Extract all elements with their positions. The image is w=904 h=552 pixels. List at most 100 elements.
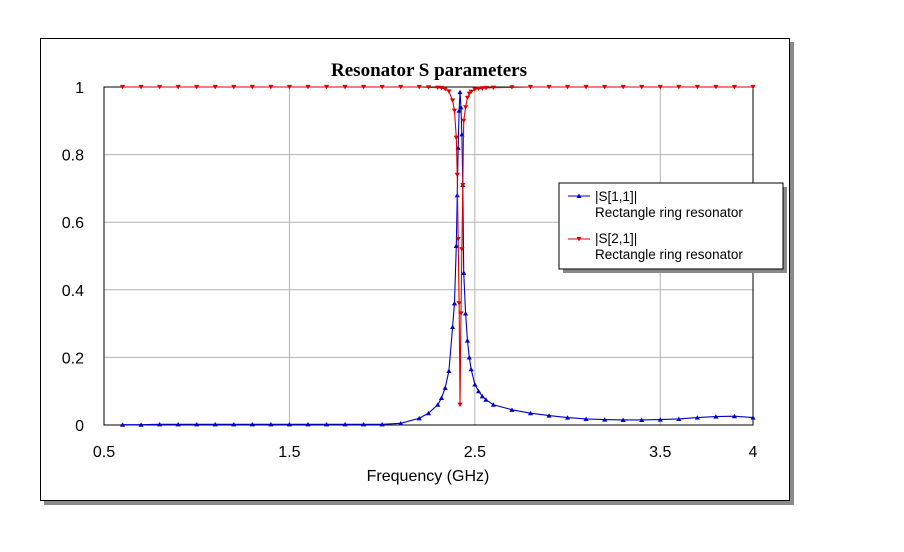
series-s11-point-50 bbox=[657, 417, 663, 422]
series-s21-point-53 bbox=[713, 84, 719, 90]
series-s21-point-45 bbox=[564, 84, 571, 90]
series-s21-point-25 bbox=[454, 172, 460, 178]
series-s21-point-24 bbox=[453, 135, 459, 141]
x-tick-label-0: 0.5 bbox=[93, 444, 115, 461]
series-s11-point-54 bbox=[731, 413, 738, 419]
series-s21-point-15 bbox=[398, 84, 404, 90]
series-s11-point-22 bbox=[450, 324, 456, 330]
series-s11-point-39 bbox=[479, 393, 485, 399]
x-tick-label-2: 2.5 bbox=[464, 444, 486, 461]
series-s21-point-12 bbox=[342, 84, 348, 90]
series-s11-point-20 bbox=[442, 385, 448, 390]
series-s11-point-19 bbox=[438, 395, 445, 401]
series-s11-point-40 bbox=[483, 397, 489, 402]
y-tick-label-0: 0 bbox=[75, 418, 84, 435]
series-s11-point-41 bbox=[490, 402, 496, 407]
x-tick-label-4: 4 bbox=[749, 444, 758, 461]
series-s11-point-14 bbox=[379, 421, 385, 427]
series-s21-point-11 bbox=[323, 84, 330, 90]
series-s11-point-7 bbox=[249, 421, 255, 427]
series-s11-point-28 bbox=[457, 89, 463, 95]
series-s11-point-35 bbox=[466, 355, 472, 360]
series-s21-point-29 bbox=[458, 311, 464, 316]
series-s11-point-51 bbox=[676, 416, 682, 421]
series-s11-point-11 bbox=[323, 421, 330, 427]
series-s21-point-36 bbox=[468, 89, 474, 95]
series-s21-point-22 bbox=[450, 98, 456, 103]
series-s11-point-37 bbox=[472, 382, 478, 387]
series-s11-point-33 bbox=[462, 311, 469, 316]
series-s21-point-32 bbox=[461, 118, 467, 124]
series-s11-point-38 bbox=[475, 388, 482, 394]
y-tick-label-1: 0.2 bbox=[62, 350, 84, 367]
series-s11-point-55 bbox=[750, 415, 756, 420]
series-s11-point-49 bbox=[639, 417, 645, 423]
series-s21-point-34 bbox=[464, 95, 471, 101]
series-s21-point-10 bbox=[305, 84, 311, 90]
series-s21-point-47 bbox=[602, 84, 608, 90]
series-s21-point-13 bbox=[361, 84, 367, 90]
series-s21-point-55 bbox=[750, 84, 756, 90]
legend-s21-subtitle: Rectangle ring resonator bbox=[595, 247, 743, 262]
series-s11-point-0 bbox=[119, 422, 126, 427]
series-s21-point-0 bbox=[119, 84, 126, 90]
series-s11-line bbox=[122, 92, 754, 426]
series-s21-point-17 bbox=[425, 85, 432, 90]
series-s21-point-41 bbox=[490, 85, 496, 91]
series-s21-point-18 bbox=[435, 85, 441, 91]
series-s11-point-2 bbox=[157, 421, 163, 427]
series-s21-point-26 bbox=[455, 237, 461, 242]
legend-s11-subtitle: Rectangle ring resonator bbox=[595, 205, 743, 220]
series-s21-point-6 bbox=[231, 84, 237, 90]
series-s11-point-52 bbox=[694, 415, 700, 420]
legend: |S[1,1]| Rectangle ring resonator |S[2,1… bbox=[558, 182, 787, 273]
series-s11-point-12 bbox=[342, 421, 348, 427]
series-s11-point-13 bbox=[361, 421, 367, 427]
series-s21-point-9 bbox=[286, 84, 293, 90]
series-layer bbox=[119, 84, 756, 427]
series-s11-point-45 bbox=[564, 415, 571, 420]
series-s21-point-33 bbox=[462, 105, 469, 110]
series-s11-point-4 bbox=[194, 421, 200, 427]
series-s21-point-2 bbox=[157, 84, 163, 90]
series-s11-point-42 bbox=[509, 407, 515, 412]
series-s11-point-48 bbox=[620, 417, 626, 423]
x-axis-ticks: 0.5 1.5 2.5 3.5 4 bbox=[93, 444, 758, 461]
series-s21-point-37 bbox=[472, 87, 478, 92]
series-s11-point-44 bbox=[546, 413, 552, 418]
series-s11-point-34 bbox=[464, 338, 471, 343]
series-s11-point-17 bbox=[425, 410, 432, 416]
legend-box bbox=[558, 182, 784, 270]
series-s11-point-9 bbox=[286, 421, 293, 427]
series-s11-point-36 bbox=[468, 366, 474, 372]
series-s21-point-46 bbox=[583, 84, 589, 90]
series-s11-point-24 bbox=[453, 243, 459, 248]
series-s21-point-4 bbox=[194, 84, 200, 90]
series-s21-point-43 bbox=[527, 84, 534, 90]
series-s11-point-43 bbox=[527, 410, 534, 416]
series-s21-point-20 bbox=[442, 86, 448, 92]
x-tick-label-3: 3.5 bbox=[649, 444, 671, 461]
series-s21 bbox=[119, 84, 756, 408]
series-s11-point-47 bbox=[602, 417, 608, 422]
series-s21-point-3 bbox=[175, 84, 181, 90]
series-s21-point-7 bbox=[249, 84, 255, 90]
series-s21-point-16 bbox=[416, 84, 422, 90]
series-s21-point-21 bbox=[446, 89, 452, 94]
legend-s21-marker bbox=[576, 237, 582, 242]
series-s11-point-3 bbox=[175, 421, 181, 427]
series-s21-point-44 bbox=[546, 84, 552, 90]
series-s11-point-32 bbox=[461, 270, 467, 275]
chart-title: Resonator S parameters bbox=[331, 60, 527, 81]
series-s21-point-38 bbox=[475, 86, 482, 92]
x-axis-label: Frequency (GHz) bbox=[367, 468, 490, 485]
series-s21-point-30 bbox=[459, 247, 465, 252]
legend-s11-name: |S[1,1]| bbox=[595, 189, 637, 204]
series-s21-line bbox=[122, 86, 753, 405]
series-s21-point-54 bbox=[731, 84, 738, 90]
y-tick-label-2: 0.4 bbox=[62, 283, 84, 300]
y-tick-label-3: 0.6 bbox=[62, 215, 84, 232]
series-s11-point-6 bbox=[231, 421, 237, 427]
series-s21-point-40 bbox=[483, 85, 489, 91]
